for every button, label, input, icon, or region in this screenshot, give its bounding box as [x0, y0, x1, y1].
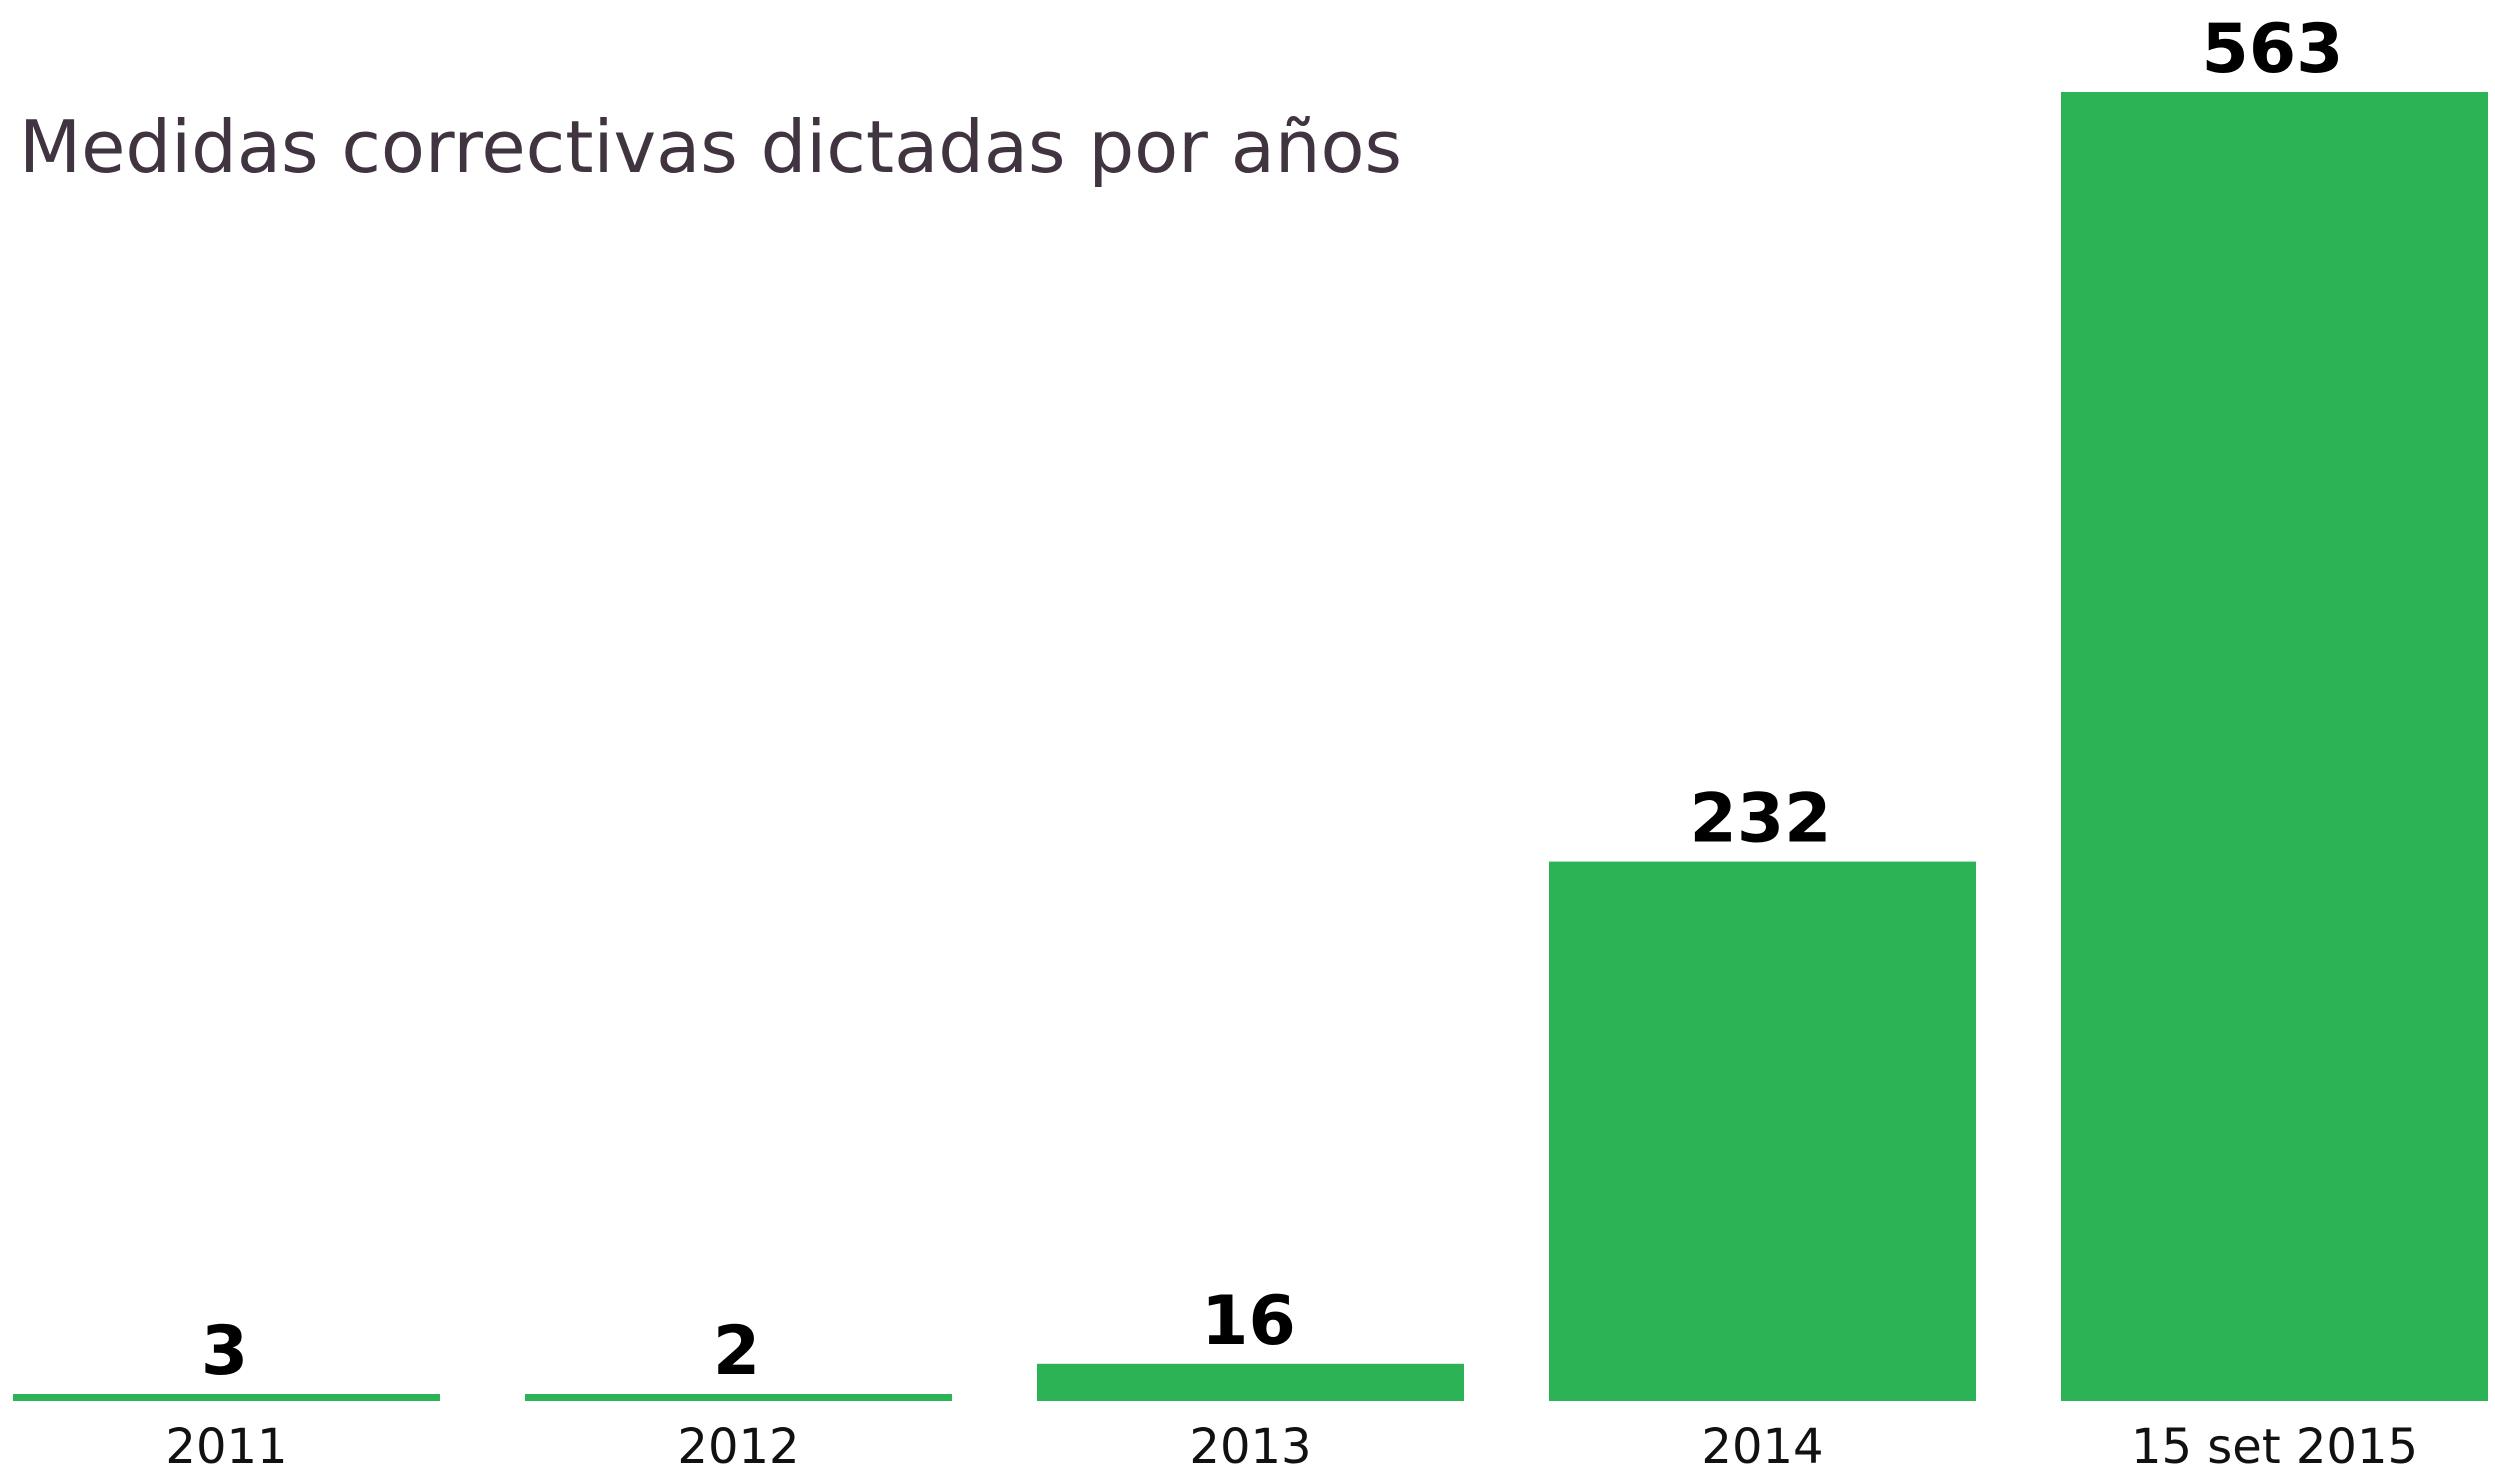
x-tick-label: 2014: [1701, 1419, 1823, 1475]
value-label: 16: [1201, 1282, 1296, 1361]
bar: [2061, 92, 2488, 1401]
value-label: 563: [2202, 10, 2344, 89]
x-tick-label: 2012: [677, 1419, 799, 1475]
value-label: 3: [201, 1312, 248, 1391]
bar: [13, 1394, 440, 1401]
value-label: 2: [713, 1312, 760, 1391]
x-tick-label: 15 set 2015: [2131, 1419, 2418, 1475]
chart-title: Medidas correctivas dictadas por años: [19, 105, 1402, 189]
x-tick-label: 2013: [1189, 1419, 1311, 1475]
bar: [1549, 861, 1976, 1401]
bar: [525, 1394, 952, 1401]
x-tick-label: 2011: [165, 1419, 287, 1475]
bar: [1037, 1363, 1464, 1401]
value-label: 232: [1690, 780, 1832, 859]
